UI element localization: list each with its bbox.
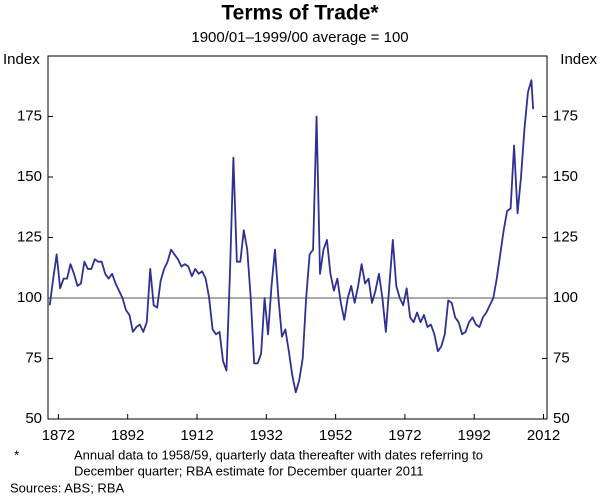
footnote-line: December quarter; RBA estimate for Decem…	[74, 463, 423, 478]
y2-tick-label: 50	[553, 410, 570, 427]
y2-tick-label: 75	[553, 349, 570, 366]
footnote-marker: *	[14, 447, 19, 462]
x-tick-label: 1972	[388, 427, 421, 444]
x-tick-label: 2012	[527, 427, 560, 444]
y2-axis-label: Index	[560, 51, 597, 68]
y2-tick-label: 175	[553, 107, 578, 124]
x-tick-label: 1892	[111, 427, 144, 444]
x-tick-label: 1912	[180, 427, 213, 444]
sources: Sources: ABS; RBA	[10, 480, 124, 495]
footnote-line: Annual data to 1958/59, quarterly data t…	[74, 447, 483, 462]
data-line	[48, 79, 535, 394]
y-tick-label: 75	[25, 349, 42, 366]
y2-tick-label: 150	[553, 168, 578, 185]
x-tick-label: 1992	[458, 427, 491, 444]
y2-tick-label: 125	[553, 228, 578, 245]
x-tick-label: 1952	[319, 427, 352, 444]
plot-frame	[47, 55, 548, 420]
chart-title: Terms of Trade*	[221, 2, 379, 25]
y-axis-label: Index	[3, 51, 40, 68]
y-tick-label: 125	[17, 228, 42, 245]
x-tick-label: 1872	[42, 427, 75, 444]
chart-subtitle: 1900/01–1999/00 average = 100	[191, 29, 408, 46]
y2-tick-label: 100	[553, 289, 578, 306]
y-tick-label: 50	[25, 410, 42, 427]
x-tick-label: 1932	[250, 427, 283, 444]
y-tick-label: 100	[17, 289, 42, 306]
y-tick-label: 175	[17, 107, 42, 124]
y-tick-label: 150	[17, 168, 42, 185]
